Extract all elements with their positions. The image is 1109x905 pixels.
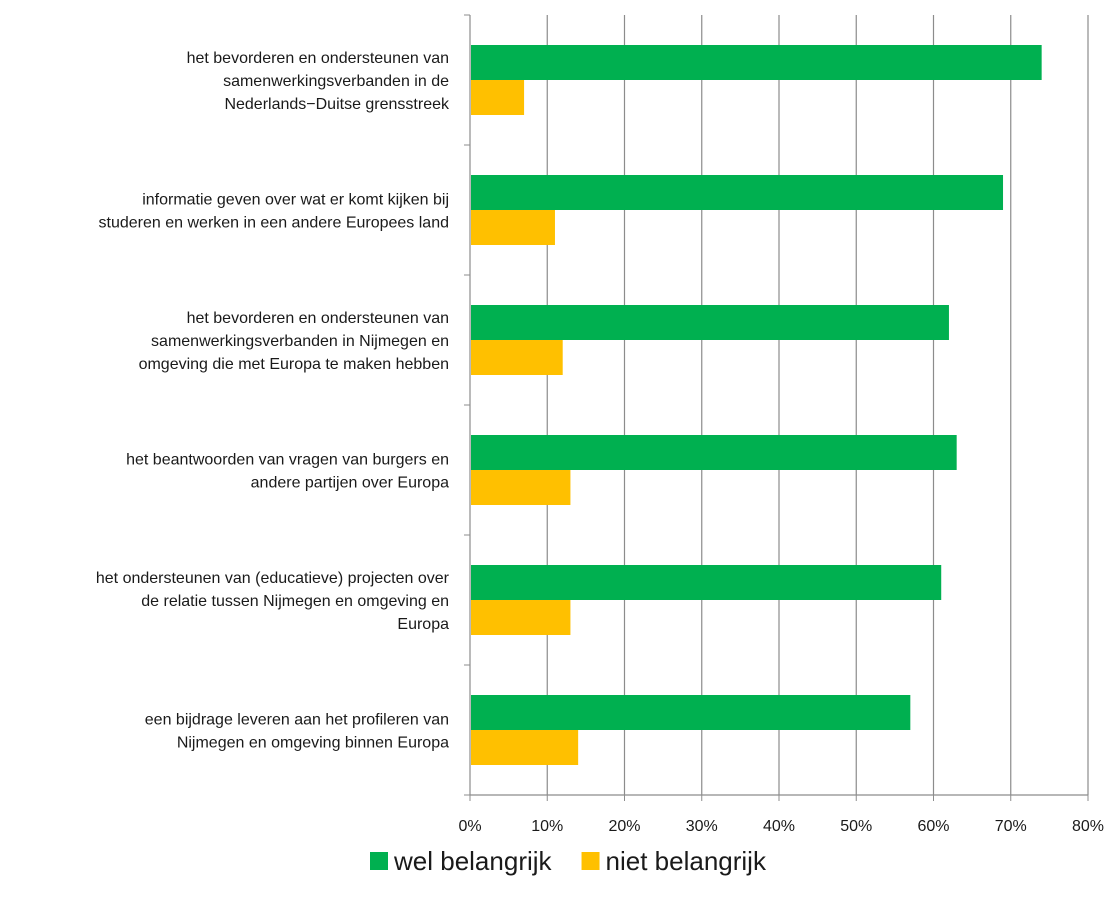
x-tick-label: 20% [608, 818, 640, 835]
legend-label-niet-belangrijk: niet belangrijk [606, 846, 767, 876]
category-label-1: informatie geven over wat er komt kijken… [99, 192, 449, 232]
x-tick-label: 80% [1072, 818, 1104, 835]
legend-swatch-wel-belangrijk [370, 852, 388, 870]
bar-niet-belangrijk-1 [471, 210, 555, 245]
x-tick-label: 60% [917, 818, 949, 835]
bar-wel-belangrijk-3 [471, 435, 957, 470]
category-label-0: het bevorderen en ondersteunen van samenw… [187, 50, 450, 113]
bar-niet-belangrijk-5 [471, 730, 579, 765]
bar-wel-belangrijk-0 [471, 45, 1042, 80]
legend: wel belangrijk niet belangrijk [370, 846, 767, 876]
x-tick-label: 70% [995, 818, 1027, 835]
x-tick-label: 30% [686, 818, 718, 835]
x-tick-label: 0% [458, 818, 481, 835]
bar-niet-belangrijk-0 [471, 80, 525, 115]
gridlines [546, 15, 1089, 795]
bar-niet-belangrijk-3 [471, 470, 571, 505]
category-label-2: het bevorderen en ondersteunen van samenw… [139, 310, 449, 373]
bar-wel-belangrijk-2 [471, 305, 949, 340]
bars [471, 45, 1042, 765]
category-labels: het bevorderen en ondersteunen van samenw… [96, 50, 450, 752]
axes [464, 14, 1089, 801]
bar-wel-belangrijk-4 [471, 565, 942, 600]
x-tick-labels: 0% 10% 20% 30% 40% 50% 60% 70% 80% [458, 818, 1104, 835]
bar-wel-belangrijk-1 [471, 175, 1004, 210]
legend-swatch-niet-belangrijk [581, 852, 600, 870]
bar-niet-belangrijk-4 [471, 600, 571, 635]
legend-label-wel-belangrijk: wel belangrijk [393, 846, 553, 876]
category-label-4: het ondersteunen van (educatieve) projec… [96, 570, 450, 633]
x-tick-label: 40% [763, 818, 795, 835]
x-tick-label: 50% [840, 818, 872, 835]
category-label-3: het beantwoorden van vragen van burgers … [126, 452, 449, 492]
x-tick-label: 10% [531, 818, 563, 835]
bar-wel-belangrijk-5 [471, 695, 911, 730]
category-label-5: een bijdrage leveren aan het profileren … [145, 712, 449, 752]
bar-niet-belangrijk-2 [471, 340, 563, 375]
